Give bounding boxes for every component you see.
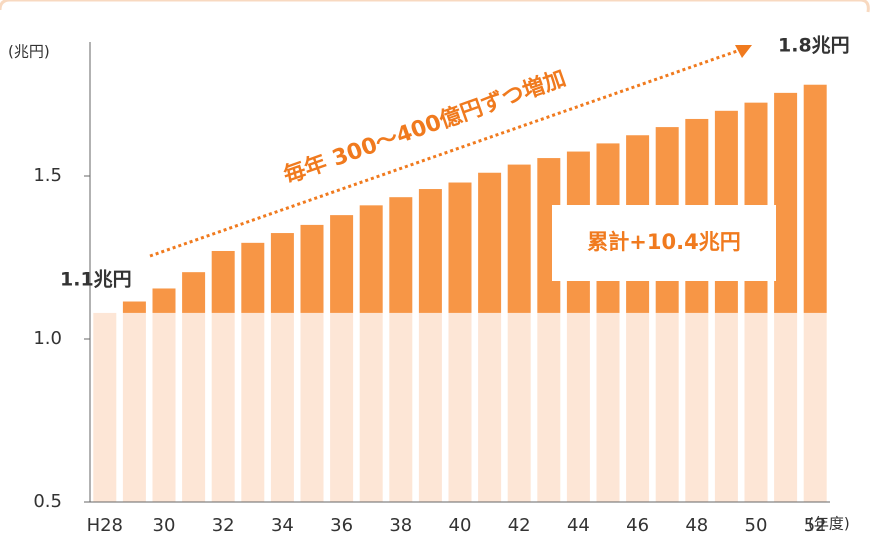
x-tick-label: H28 [87,515,123,536]
bar-segment [448,182,472,313]
bar-segment [714,312,738,502]
x-tick-label: 38 [389,515,412,536]
total-box [552,205,776,281]
bar-segment [93,312,117,502]
bar-segment [389,312,413,502]
x-tick-label: 40 [449,515,472,536]
bar-segment [389,197,413,313]
bar-segment [182,312,206,502]
bar-segment [270,312,294,502]
y-axis-label: (兆円) [8,43,50,61]
bar-segment [744,312,768,502]
bar-segment [359,312,383,502]
x-tick-label: 48 [685,515,708,536]
arrow-head [735,45,752,58]
bar-segment [330,215,354,313]
end-label: 1.8兆円 [778,35,850,57]
bar-segment [241,312,265,502]
bar-segment [300,224,324,313]
y-tick-label: 0.5 [33,491,62,512]
x-tick-label: 34 [271,515,294,536]
bar-segment [448,312,472,502]
y-tick-label: 1.0 [33,328,62,349]
bar-segment [418,189,442,313]
frame [0,0,870,13]
bar-segment [774,92,798,313]
bar-segment [418,312,442,502]
bar-segment [211,312,235,502]
y-tick-label: 1.5 [33,165,62,186]
bar-segment [152,312,176,502]
bar-segment [803,312,827,502]
bar-segment [537,312,561,502]
bar-segment [566,312,590,502]
x-tick-label: 30 [153,515,176,536]
x-tick-label: 32 [212,515,235,536]
bar-segment [596,312,620,502]
x-tick-label: 36 [330,515,353,536]
bar-segment [626,312,650,502]
bar-segment [300,312,324,502]
x-tick-label: 52 [804,515,827,536]
bar-segment [803,84,827,313]
bar-segment [774,312,798,502]
x-axis-label: (年度) [808,515,850,533]
x-tick-label: 42 [508,515,531,536]
start-label: 1.1兆円 [60,269,132,291]
bar-segment [685,312,709,502]
x-tick-label: 50 [745,515,768,536]
bar-segment [507,312,531,502]
x-tick-label: 46 [626,515,649,536]
bar-segment [241,242,265,313]
bar-segment [330,312,354,502]
bar-segment [182,272,206,313]
bar-segment [478,172,502,313]
bar-segment [507,164,531,313]
bar-segment [211,250,235,313]
total-label: 累計+10.4兆円 [587,230,740,254]
bar-segment [270,233,294,313]
bar-segment [655,312,679,502]
bar-segment [152,288,176,313]
bar-segment [359,205,383,313]
bar-segment [478,312,502,502]
x-tick-label: 44 [567,515,590,536]
bar-segment [122,301,146,313]
trend-arrow [149,48,741,258]
bar-segment [122,312,146,502]
